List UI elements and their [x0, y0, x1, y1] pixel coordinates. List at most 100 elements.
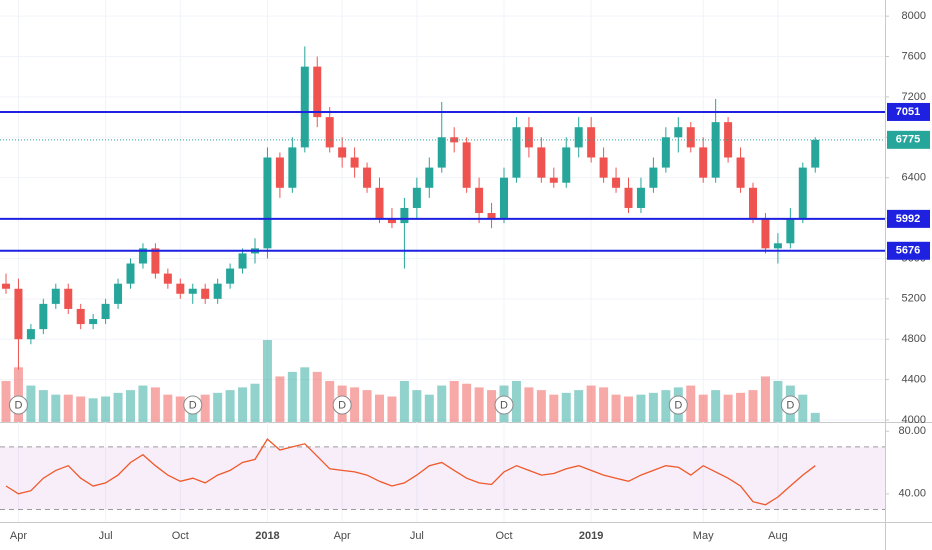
rsi-line [5, 438, 816, 506]
volume-bar [487, 390, 497, 422]
y-tick-label: 7200 [902, 91, 926, 103]
candle-body [412, 187, 421, 208]
volume-bar [437, 385, 447, 422]
rsi-band [0, 446, 885, 510]
volume-bar [549, 394, 559, 422]
volume-bar [412, 390, 422, 422]
candle-body [462, 142, 471, 188]
candle-body [288, 147, 297, 188]
candle-body [2, 283, 10, 289]
x-tick-label: Jul [99, 530, 113, 542]
level-label: 7051 [896, 106, 920, 118]
candle-body [537, 147, 546, 178]
x-tick-label: 2018 [255, 530, 279, 542]
volume-bar [474, 387, 484, 422]
candle-body [226, 268, 235, 284]
volume-bar [113, 392, 123, 422]
volume-bar [773, 381, 783, 422]
candle-body [176, 283, 185, 294]
volume-bar [225, 390, 235, 422]
dividend-marker [332, 395, 352, 415]
candle-body [275, 157, 284, 188]
candle-body [114, 283, 123, 304]
volume-bar [200, 394, 210, 422]
volume-bar [586, 385, 596, 422]
candle-body [661, 137, 670, 168]
rsi-tick-label: 80.00 [898, 425, 926, 437]
candle-body [649, 167, 658, 188]
volume-bar [150, 387, 160, 422]
y-tick-label: 4000 [902, 414, 926, 426]
volume-bar [387, 396, 397, 422]
candle-body [350, 157, 359, 168]
volume-bar [611, 394, 621, 422]
candle-body [14, 288, 23, 340]
candle-body [487, 213, 496, 219]
candle-body [549, 177, 558, 183]
volume-bar [88, 398, 98, 422]
volume-bar [250, 383, 260, 422]
candle-body [437, 137, 446, 168]
volume-bar [163, 394, 173, 422]
volume-bar [399, 381, 409, 422]
dividend-label: D [14, 399, 22, 411]
volume-bar [711, 390, 721, 422]
y-tick-label: 6400 [902, 172, 926, 184]
volume-bar [300, 367, 310, 422]
volume-bar [76, 396, 86, 422]
volume-bar [63, 394, 73, 422]
candle-body [686, 127, 695, 148]
candle-body [699, 147, 708, 178]
candle-body [375, 187, 384, 219]
candle-body [724, 122, 733, 158]
candle-body [313, 66, 322, 118]
volume-bar [636, 394, 646, 422]
candle-body [126, 263, 135, 284]
volume-bar [275, 376, 285, 422]
y-tick-label: 8000 [902, 10, 926, 22]
x-tick-label: Jul [410, 530, 424, 542]
volume-bar [312, 371, 322, 422]
candle-body [811, 139, 820, 168]
candle-body [524, 127, 533, 148]
volume-bar [449, 381, 459, 422]
candle-body [599, 157, 608, 178]
volume-bar [574, 390, 584, 422]
candle-body [263, 157, 272, 249]
candle-body [101, 303, 110, 320]
candle-body [76, 308, 85, 325]
volume-bar [748, 390, 758, 422]
x-tick-label: Apr [334, 530, 351, 542]
candle-body [51, 288, 60, 304]
volume-bar [686, 385, 696, 422]
candle-body [711, 122, 720, 178]
rsi-tick-label: 40.00 [898, 488, 926, 500]
volume-bar [51, 394, 61, 422]
x-tick-label: Oct [172, 530, 189, 542]
candle-body [163, 273, 172, 284]
volume-bar [462, 383, 472, 422]
volume-bar [524, 387, 534, 422]
volume-bar [760, 376, 770, 422]
candle-body [201, 288, 210, 299]
volume-bar [1, 381, 11, 422]
volume-bar [536, 390, 546, 422]
candle-body [736, 157, 745, 188]
candle-body [798, 167, 807, 219]
candle-body [612, 177, 621, 188]
candle-body [64, 288, 73, 309]
candle-body [400, 207, 409, 224]
volume-bar [213, 392, 223, 422]
candle-body [624, 187, 633, 208]
candle-body [562, 147, 571, 183]
volume-bar [561, 392, 571, 422]
candle-body [151, 248, 160, 274]
dividend-label: D [338, 399, 346, 411]
candle-body [500, 177, 508, 219]
volume-bar [138, 385, 148, 422]
y-tick-label: 4400 [902, 374, 926, 386]
candle-body [425, 167, 434, 188]
volume-bar [175, 396, 185, 422]
last-price-label: 6775 [896, 134, 920, 146]
candle-body [773, 243, 782, 249]
